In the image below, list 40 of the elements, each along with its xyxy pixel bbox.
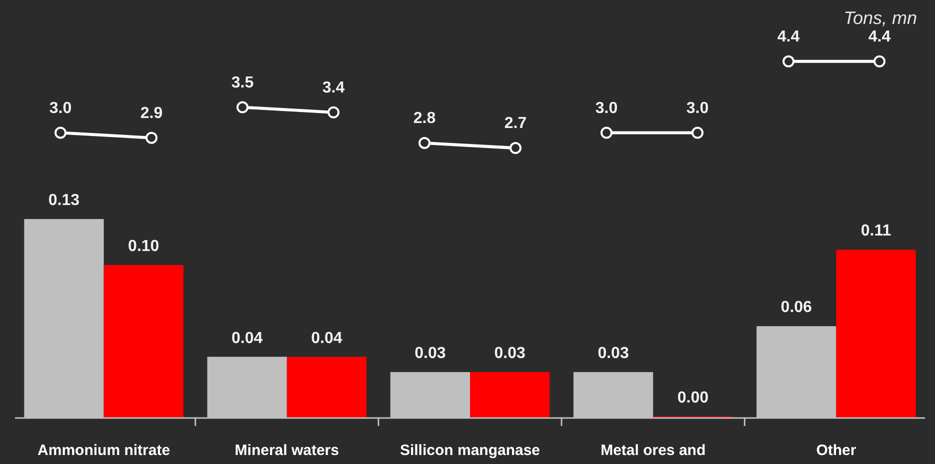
point [782, 55, 794, 68]
point [510, 142, 522, 154]
data-label: 2.7 [504, 115, 527, 132]
data-label: 0.13 [48, 192, 80, 210]
data-label: 3.4 [322, 79, 345, 96]
data-label: 3.5 [231, 74, 254, 92]
data-label: 3.0 [686, 100, 709, 117]
data-label: 2.8 [413, 110, 436, 127]
data-label: 2.9 [140, 104, 163, 122]
point [418, 136, 430, 149]
x-tick-label: Sillicon manganase [400, 442, 540, 459]
data-label: 0.00 [677, 390, 709, 406]
x-tick-label: Other [816, 442, 856, 459]
data-label: 0.10 [128, 238, 160, 255]
point [328, 106, 340, 118]
point [692, 126, 704, 139]
data-label: 0.03 [598, 345, 629, 362]
data-label: 4.4 [777, 28, 800, 46]
data-label: 3.0 [595, 100, 618, 117]
point [600, 126, 612, 139]
data-label: 0.11 [860, 222, 892, 240]
data-label: 0.04 [311, 330, 342, 347]
point [236, 101, 248, 114]
data-label: 0.06 [780, 299, 812, 316]
bar [104, 264, 184, 418]
text: Tons, mn [844, 8, 917, 28]
data-label: 0.03 [414, 345, 446, 362]
x-tick-label: Ammonium nitrate [38, 442, 170, 459]
bar [286, 356, 367, 418]
point [54, 126, 66, 139]
bar [836, 250, 916, 418]
x-tick-label: Metal ores and [600, 442, 706, 459]
data-label: 3.0 [49, 100, 72, 117]
data-label: 0.03 [494, 345, 526, 362]
point [146, 132, 158, 144]
point [874, 55, 886, 68]
bar [470, 372, 550, 418]
data-label: 4.4 [868, 28, 891, 46]
x-tick-label: Mineral waters [234, 442, 340, 459]
data-label: 0.04 [232, 330, 263, 347]
